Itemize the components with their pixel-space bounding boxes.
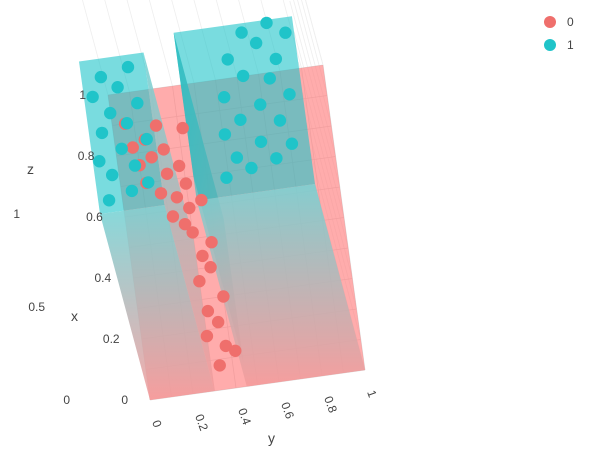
point-series-1-16 bbox=[220, 171, 233, 184]
legend: 0 1 bbox=[544, 15, 574, 52]
point-series-0-9 bbox=[196, 249, 209, 263]
z-axis-title: z bbox=[27, 161, 34, 177]
point-series-0-1 bbox=[219, 339, 233, 353]
point-series-1-26 bbox=[283, 88, 296, 101]
point-series-1-18 bbox=[270, 152, 283, 165]
surface-wall-left-side bbox=[143, 52, 215, 391]
z-tick-label: 1 bbox=[13, 207, 20, 221]
point-series-1-32 bbox=[249, 36, 263, 50]
decision-surfaces bbox=[79, 16, 365, 400]
y-tick-label: 0.4 bbox=[235, 406, 254, 427]
surface-wall-left-front bbox=[100, 205, 215, 400]
x-tick-label: 0.8 bbox=[78, 149, 95, 163]
point-series-0-12 bbox=[178, 217, 192, 231]
point-series-1-2 bbox=[142, 176, 155, 189]
point-series-1-13 bbox=[111, 81, 124, 94]
surface-class-1-plateau-left bbox=[79, 52, 165, 214]
data-points bbox=[86, 16, 299, 372]
y-tick-label: 0 bbox=[149, 418, 165, 429]
legend-marker-0 bbox=[544, 16, 556, 28]
point-series-0-24 bbox=[157, 143, 170, 156]
point-series-1-1 bbox=[125, 184, 139, 198]
point-series-1-0 bbox=[102, 194, 116, 207]
point-series-1-30 bbox=[269, 52, 283, 66]
point-series-0-13 bbox=[166, 210, 180, 223]
point-series-1-8 bbox=[95, 126, 109, 140]
point-series-0-15 bbox=[195, 193, 208, 207]
point-series-0-17 bbox=[154, 187, 168, 200]
point-series-0-0 bbox=[213, 359, 226, 372]
axis-ticks: 0 0.2 0.4 0.6 0.8 1 0 0.2 0.4 0.6 0.8 1 0 0.5 1 bbox=[13, 88, 379, 433]
point-series-0-3 bbox=[200, 329, 214, 343]
point-series-1-6 bbox=[115, 142, 128, 155]
point-series-1-10 bbox=[104, 106, 117, 120]
point-series-1-29 bbox=[236, 69, 250, 83]
point-series-1-23 bbox=[273, 114, 287, 127]
point-series-1-12 bbox=[86, 90, 99, 104]
point-series-0-11 bbox=[186, 226, 199, 239]
grid-line-z-side bbox=[305, 0, 324, 66]
surface-class-1-plateau-right bbox=[173, 16, 315, 201]
point-series-0-14 bbox=[183, 201, 196, 215]
point-series-0-21 bbox=[172, 159, 186, 173]
legend-item-1[interactable]: 1 bbox=[544, 38, 574, 52]
point-series-1-5 bbox=[93, 155, 106, 168]
point-series-0-6 bbox=[217, 290, 230, 303]
z-tick-label: 0 bbox=[63, 393, 70, 407]
point-series-0-2 bbox=[229, 344, 242, 357]
point-series-1-9 bbox=[120, 117, 134, 130]
point-series-0-20 bbox=[160, 167, 174, 180]
y-tick-label: 0.2 bbox=[192, 412, 211, 433]
point-series-1-27 bbox=[217, 91, 231, 104]
point-series-0-10 bbox=[205, 236, 218, 249]
x-tick-label: 0.2 bbox=[103, 332, 120, 346]
point-series-1-28 bbox=[263, 72, 276, 85]
point-series-1-22 bbox=[218, 128, 232, 141]
point-series-0-16 bbox=[170, 191, 184, 204]
point-series-0-18 bbox=[179, 177, 193, 190]
grid-line-z-side bbox=[301, 0, 328, 96]
point-series-1-24 bbox=[234, 113, 247, 127]
x-tick-label: 0.4 bbox=[95, 271, 112, 285]
point-series-1-7 bbox=[140, 132, 153, 146]
point-series-0-28 bbox=[149, 119, 163, 132]
y-tick-label: 1 bbox=[364, 388, 380, 399]
z-tick-label: 0.5 bbox=[28, 300, 45, 314]
x-tick-label: 0.6 bbox=[86, 210, 103, 224]
y-tick-label: 0.6 bbox=[278, 400, 297, 421]
legend-marker-1 bbox=[544, 39, 556, 51]
point-series-1-34 bbox=[235, 26, 248, 39]
grid-line-z-back bbox=[148, 0, 173, 87]
point-series-0-4 bbox=[211, 315, 225, 329]
surface-wall-right-front bbox=[196, 184, 365, 387]
point-series-0-27 bbox=[176, 121, 189, 135]
point-series-1-31 bbox=[221, 53, 234, 66]
point-series-0-5 bbox=[201, 304, 215, 318]
point-series-1-19 bbox=[230, 151, 244, 164]
point-series-1-14 bbox=[94, 70, 108, 84]
point-series-1-3 bbox=[105, 168, 119, 182]
point-series-1-4 bbox=[128, 159, 142, 172]
point-series-0-23 bbox=[145, 151, 158, 164]
point-series-0-25 bbox=[126, 141, 139, 154]
point-series-0-8 bbox=[204, 261, 217, 274]
point-series-0-7 bbox=[193, 275, 206, 288]
y-tick-label: 0.8 bbox=[321, 394, 340, 415]
x-axis-title: x bbox=[71, 308, 78, 324]
point-series-1-11 bbox=[131, 96, 144, 110]
point-series-1-15 bbox=[121, 60, 135, 74]
x-tick-label: 1 bbox=[79, 88, 86, 102]
point-series-1-21 bbox=[254, 135, 268, 148]
point-series-1-20 bbox=[285, 137, 299, 150]
point-series-1-33 bbox=[279, 26, 292, 39]
y-axis-title: y bbox=[268, 430, 275, 446]
legend-item-0[interactable]: 0 bbox=[544, 15, 574, 29]
legend-label-1: 1 bbox=[567, 38, 574, 52]
x-tick-label: 0 bbox=[121, 393, 128, 407]
point-series-1-25 bbox=[254, 98, 267, 111]
legend-label-0: 0 bbox=[567, 15, 574, 29]
point-series-1-17 bbox=[245, 161, 258, 175]
point-series-1-35 bbox=[260, 16, 273, 30]
